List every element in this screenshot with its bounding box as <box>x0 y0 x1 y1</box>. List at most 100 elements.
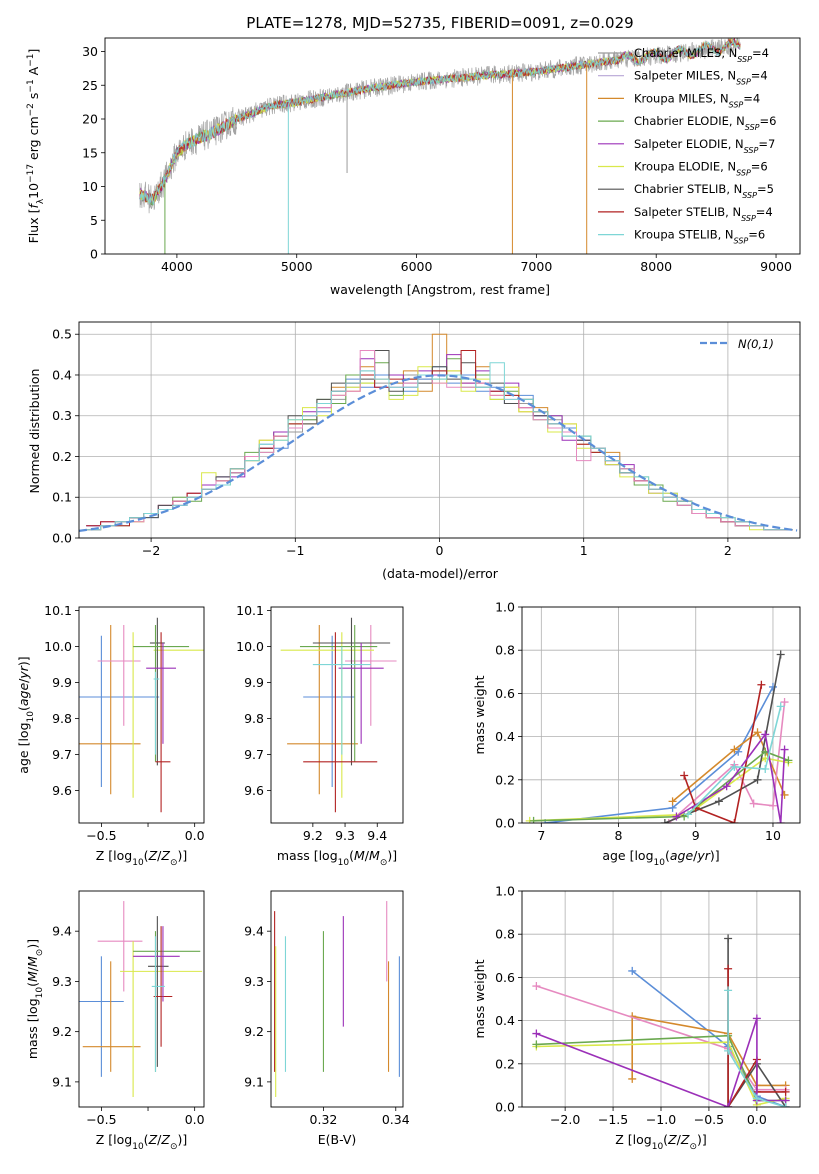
plot-area <box>532 934 790 1107</box>
y-tick-label: 9.8 <box>244 711 264 726</box>
y-tick-label: 10 <box>82 179 98 194</box>
x-tick-label: 9000 <box>760 259 792 274</box>
x-tick-label: 0.0 <box>185 1112 205 1127</box>
y-tick-label: 9.7 <box>52 747 72 762</box>
axes-frame <box>104 37 801 255</box>
plus-marker <box>753 775 762 784</box>
errorbar-point <box>155 632 171 813</box>
y-tick-label: 0.4 <box>52 367 72 382</box>
y-tick-label: 0.3 <box>52 408 72 423</box>
x-axis-label: mass [log10(M/M⊙)] <box>277 848 397 868</box>
y-tick-label: 0.1 <box>52 490 72 505</box>
errorbar-point <box>345 625 397 726</box>
x-tick-label: 9.4 <box>367 828 387 843</box>
y-tick-label: 9.1 <box>52 1074 72 1089</box>
plus-marker <box>532 982 541 991</box>
y-tick-label: 0.4 <box>495 1013 515 1028</box>
axes-frame <box>78 890 205 1108</box>
plus-marker <box>757 680 766 689</box>
y-tick-label: 0.2 <box>52 449 72 464</box>
x-tick-label: 0.32 <box>310 1112 338 1127</box>
axes-mass-vs-Z: −0.5 0.0 9.1 9.2 9.3 9.4 <box>52 890 205 1127</box>
errorbar-point <box>133 931 201 1072</box>
plot-area <box>79 333 798 532</box>
y-tick-label: 10.0 <box>236 639 264 654</box>
plus-marker <box>781 1103 790 1107</box>
axes-age-vs-mass: 9.2 9.3 9.4 9.6 9.7 9.8 9.9 10.0 10.1 <box>236 603 404 843</box>
y-axis-label: mass weight <box>472 675 487 754</box>
plus-marker <box>668 797 677 806</box>
plot-area <box>79 901 203 1097</box>
axes-residuals: −2 −1 0 1 2 0.0 0.1 0.2 0.3 0.4 0.5 <box>52 321 801 558</box>
legend-entry: Chabrier ELODIE, NSSP=6 <box>634 114 776 132</box>
plus-marker <box>776 702 785 711</box>
y-tick-label: 0.0 <box>52 531 72 546</box>
y-tick-label: 0.2 <box>495 772 515 787</box>
axes-frame <box>78 321 801 539</box>
x-axis-label: Z [log10(Z/Z⊙)] <box>615 1132 707 1152</box>
y-tick-label: 25 <box>82 78 98 93</box>
y-axis-label: Normed distribution <box>27 369 42 494</box>
y-tick-label: 0.2 <box>495 1056 515 1071</box>
legend-entry: Salpeter MILES, NSSP=4 <box>634 69 768 87</box>
plus-marker <box>672 812 681 821</box>
y-tick-label: 9.6 <box>52 783 72 798</box>
errorbar-point <box>287 625 358 795</box>
y-tick-label: 15 <box>82 145 98 160</box>
plus-marker <box>752 1094 761 1103</box>
errorbar-point <box>151 936 165 1072</box>
massweight-series-6 <box>683 684 763 823</box>
y-tick-label: 9.2 <box>244 1024 264 1039</box>
legend-entry: Chabrier MILES, NSSP=4 <box>634 46 769 64</box>
y-tick-label: 30 <box>82 44 98 59</box>
y-tick-label: 9.3 <box>244 974 264 989</box>
histogram-series-5 <box>86 366 793 531</box>
y-tick-label: 0.6 <box>495 970 515 985</box>
x-tick-label: −1.5 <box>598 1112 628 1127</box>
errorbar-point <box>280 632 375 798</box>
y-tick-label: 9.6 <box>244 783 264 798</box>
plus-marker <box>784 756 793 765</box>
y-axis-label: mass [log10(M/M⊙)] <box>25 939 45 1059</box>
y-tick-label: 9.7 <box>244 747 264 762</box>
errorbar-point <box>133 926 180 1002</box>
plus-marker <box>724 1046 733 1055</box>
errorbar-point <box>79 625 141 795</box>
y-tick-label: 0.8 <box>495 927 515 942</box>
errorbar-point <box>132 632 204 798</box>
axes-massweight-vs-Z: −2.0 −1.5 −1.0 −0.5 0.0 0.0 0.2 0.4 0.6 0.8 1.0 <box>495 884 801 1127</box>
plus-marker <box>776 650 785 659</box>
x-tick-label: 0.0 <box>747 1112 767 1127</box>
plus-marker <box>724 934 733 943</box>
y-tick-label: 9.9 <box>244 675 264 690</box>
plot-area <box>280 617 397 813</box>
x-tick-label: 2 <box>724 543 732 558</box>
legend-entry: N(0,1) <box>738 337 774 351</box>
x-tick-label: 4000 <box>161 259 193 274</box>
axes-frame <box>521 606 801 824</box>
axes-frame <box>521 890 801 1108</box>
errorbar-point <box>79 635 160 787</box>
axes-age-vs-Z: −0.5 0.0 9.6 9.7 9.8 9.9 10.0 10.1 <box>44 603 204 843</box>
x-tick-label: −2.0 <box>550 1112 580 1127</box>
x-tick-label: 0.34 <box>382 1112 410 1127</box>
plot-area <box>139 38 741 254</box>
x-tick-label: −1.0 <box>646 1112 676 1127</box>
y-tick-label: 1.0 <box>495 884 515 899</box>
legend-entry: Kroupa STELIB, NSSP=6 <box>634 228 765 246</box>
y-tick-label: 0.8 <box>495 643 515 658</box>
y-tick-label: 10.0 <box>44 639 72 654</box>
x-tick-label: −2 <box>142 543 160 558</box>
plot-area <box>79 617 204 813</box>
errorbar-point <box>312 617 391 766</box>
y-tick-label: 0.5 <box>52 327 72 342</box>
plus-marker <box>768 801 777 810</box>
x-tick-label: 6000 <box>401 259 433 274</box>
x-tick-label: 0.0 <box>185 828 205 843</box>
y-tick-label: 0.4 <box>495 729 515 744</box>
x-tick-label: 1 <box>580 543 588 558</box>
y-tick-label: 9.9 <box>52 675 72 690</box>
legend: Chabrier MILES, NSSP=4 Salpeter MILES, NS… <box>598 46 776 245</box>
x-tick-label: 8000 <box>640 259 672 274</box>
